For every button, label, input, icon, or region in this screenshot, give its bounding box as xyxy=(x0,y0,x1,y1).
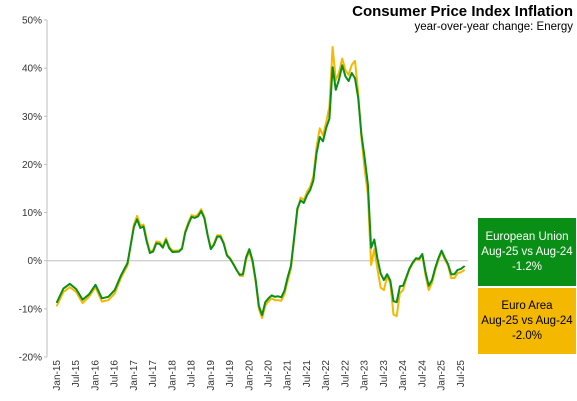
y-tick-label: 10% xyxy=(22,208,42,219)
chart-title: Consumer Price Index Inflation xyxy=(352,3,573,20)
x-tick-label: Jan-20 xyxy=(244,360,255,391)
x-tick-label: Jan-21 xyxy=(283,360,294,391)
x-tick-label: Jul-15 xyxy=(71,360,82,388)
annotation-european-union: European Union Aug-25 vs Aug-24 -1.2% xyxy=(478,218,576,286)
annotation-ea-name: Euro Area xyxy=(501,300,553,312)
x-tick-label: Jan-25 xyxy=(437,360,448,391)
axes xyxy=(44,19,468,358)
x-tick-label: Jan-22 xyxy=(321,360,332,391)
x-tick-label: Jul-20 xyxy=(264,360,275,388)
x-tick-label: Jul-25 xyxy=(456,360,467,388)
y-tick-label: -10% xyxy=(19,304,42,315)
series-line-european-union xyxy=(56,64,465,317)
annotation-euro-area: Euro Area Aug-25 vs Aug-24 -2.0% xyxy=(478,288,576,354)
y-tick-label: 30% xyxy=(22,112,42,123)
x-tick-label: Jul-17 xyxy=(148,360,159,388)
annotation-ea-period: Aug-25 vs Aug-24 xyxy=(481,315,573,327)
y-tick-label: 40% xyxy=(22,64,42,75)
x-tick-label: Jan-18 xyxy=(167,360,178,391)
x-tick-label: Jan-23 xyxy=(360,360,371,391)
series-line-euro-area xyxy=(56,46,465,319)
y-tick-label: -20% xyxy=(19,353,42,364)
x-tick-label: Jul-18 xyxy=(187,360,198,388)
x-tick-label: Jan-16 xyxy=(90,360,101,391)
x-tick-label: Jul-21 xyxy=(302,360,313,388)
y-tick-label: 50% xyxy=(22,16,42,27)
x-axis-labels: Jan-15 Jul-15 Jan-16 Jul-16 Jan-17 Jul-17 Jan-… xyxy=(52,360,467,391)
x-tick-label: Jan-15 xyxy=(52,360,63,391)
x-tick-label: Jan-17 xyxy=(129,360,140,391)
x-tick-label: Jan-24 xyxy=(398,360,409,391)
x-tick-label: Jul-19 xyxy=(225,360,236,388)
y-tick-label: 0% xyxy=(28,256,43,267)
series-layer xyxy=(56,46,465,319)
x-tick-label: Jul-16 xyxy=(110,360,121,388)
annotation-eu-period: Aug-25 vs Aug-24 xyxy=(481,246,573,258)
y-axis-labels: 50% 40% 30% 20% 10% 0% -10% -20% xyxy=(19,16,42,364)
x-tick-label: Jul-22 xyxy=(340,360,351,388)
x-tick-label: Jul-23 xyxy=(379,360,390,388)
chart-subtitle: year-over-year change: Energy xyxy=(414,21,573,33)
y-tick-label: 20% xyxy=(22,160,42,171)
annotation-eu-value: -1.2% xyxy=(511,261,543,273)
x-tick-label: Jan-19 xyxy=(206,360,217,391)
annotation-ea-value: -2.0% xyxy=(511,330,543,342)
annotation-eu-name: European Union xyxy=(485,231,569,243)
x-tick-label: Jul-24 xyxy=(417,360,428,388)
